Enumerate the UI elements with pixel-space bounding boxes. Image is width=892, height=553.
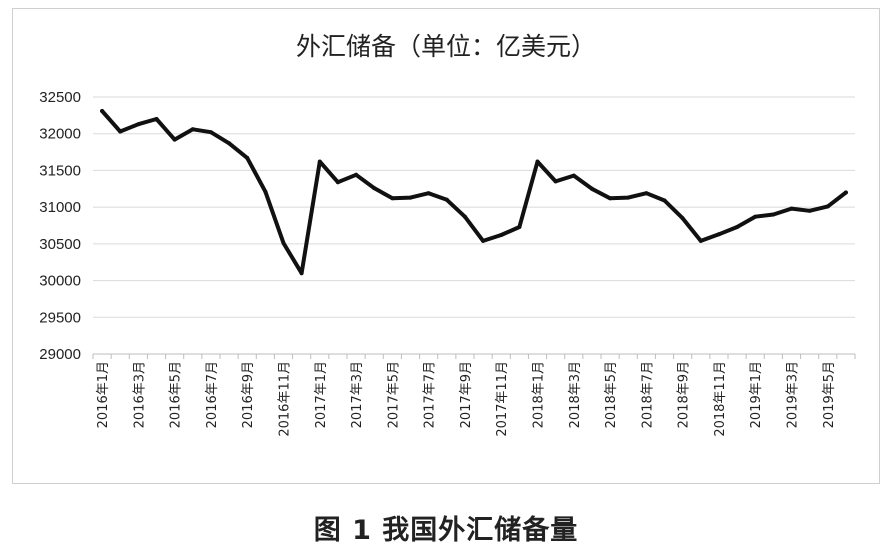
data-point-2019-02 [771,212,776,217]
x-tick-label: 2018年5月 [604,361,619,428]
x-tick-label: 2017年5月 [386,361,401,428]
data-point-2016-08 [227,141,232,146]
data-point-2016-12 [299,271,304,276]
data-point-2017-02 [335,180,340,185]
chart-frame: 外汇储备（单位：亿美元） 29000 29500 30000 30500 31000 31… [12,8,880,484]
data-point-2018-08 [662,198,667,203]
x-tick-label: 2016年11月 [278,361,293,437]
y-tick-label: 32000 [39,126,81,143]
data-point-2017-05 [390,196,395,201]
data-point-2017-07 [426,191,431,196]
x-axis-tick-marks [92,354,856,359]
data-point-2019-03 [789,206,794,211]
data-point-2017-03 [354,172,359,177]
data-point-2018-04 [589,186,594,191]
x-tick-label: 2019年5月 [822,361,837,428]
data-point-2018-03 [571,173,576,178]
data-point-2018-10 [698,238,703,243]
x-tick-label: 2017年9月 [459,361,474,428]
data-point-2018-07 [644,191,649,196]
y-tick-label: 32500 [39,89,81,106]
data-point-2016-06 [190,127,195,132]
x-tick-label: 2018年11月 [713,361,728,437]
data-point-2016-02 [118,129,123,134]
data-point-2016-01 [100,109,105,113]
data-point-2016-10 [263,189,268,194]
data-point-2016-11 [281,241,286,246]
gridlines [93,96,855,318]
y-tick-label: 29500 [39,309,81,326]
line-chart: 外汇储备（单位：亿美元） 29000 29500 30000 30500 31000 31… [39,32,856,437]
data-point-2019-05 [825,204,830,209]
data-point-2017-12 [517,225,522,229]
y-tick-label: 31000 [39,199,81,216]
data-point-2018-06 [626,195,631,200]
data-point-2019-04 [807,208,812,213]
y-tick-label: 30000 [39,273,81,290]
x-tick-label: 2018年3月 [568,361,583,428]
data-points [100,109,848,276]
y-tick-label: 29000 [39,346,81,363]
x-tick-label: 2018年9月 [677,361,692,428]
data-point-2016-07 [208,130,213,135]
data-point-2017-11 [499,233,504,237]
data-point-2017-06 [408,195,413,200]
data-point-2017-10 [481,238,486,243]
x-tick-label: 2017年11月 [495,361,510,437]
x-tick-label: 2017年7月 [423,361,438,428]
y-tick-label: 30500 [39,236,81,253]
data-point-2017-04 [372,186,377,191]
x-tick-label: 2016年3月 [132,361,147,428]
data-point-2018-11 [716,232,721,237]
series-line [100,109,848,276]
data-point-2018-09 [680,216,685,221]
x-tick-label: 2017年1月 [314,361,329,428]
data-point-2017-09 [462,214,467,219]
data-point-2018-02 [553,179,558,184]
chart-title: 外汇储备（单位：亿美元） [296,32,596,61]
data-point-2017-08 [444,197,449,202]
data-point-2016-03 [136,122,141,127]
data-point-2018-01 [535,159,540,164]
x-tick-label: 2018年7月 [640,361,655,428]
y-tick-label: 31500 [39,162,81,179]
figure-caption: 图 1 我国外汇储备量 [313,515,579,546]
x-tick-label: 2019年3月 [786,361,801,428]
data-point-2018-12 [735,225,740,229]
data-point-2019-01 [753,214,758,219]
y-axis-tick-labels: 29000 29500 30000 30500 31000 31500 32000 32500 [39,89,81,363]
data-point-2016-04 [154,117,159,121]
x-tick-label: 2016年5月 [169,361,184,428]
data-point-2016-09 [245,155,250,160]
x-tick-label: 2016年7月 [205,361,220,428]
x-tick-label: 2017年3月 [350,361,365,428]
data-point-2018-05 [608,196,613,201]
data-point-2017-01 [317,159,322,164]
data-point-2019-06 [843,190,848,195]
x-tick-label: 2016年1月 [96,361,111,428]
data-point-2016-05 [172,137,177,142]
x-axis-tick-labels: 2016年1月 2016年3月 2016年5月 2016年7月 2016年9月 2016年… [96,361,837,437]
x-tick-label: 2018年1月 [532,361,547,428]
x-tick-label: 2019年1月 [749,361,764,428]
x-tick-label: 2016年9月 [241,361,256,428]
